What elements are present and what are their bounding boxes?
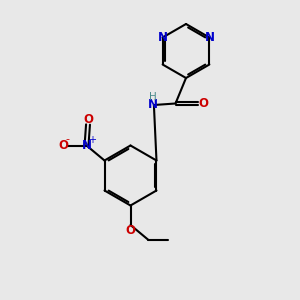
Text: +: + xyxy=(88,135,96,145)
Text: O: O xyxy=(58,139,68,152)
Text: O: O xyxy=(198,97,208,110)
Text: O: O xyxy=(125,224,136,237)
Text: N: N xyxy=(82,139,92,152)
Text: O: O xyxy=(83,112,93,126)
Text: H: H xyxy=(148,92,156,102)
Text: N: N xyxy=(204,31,214,44)
Text: N: N xyxy=(158,31,168,44)
Text: -: - xyxy=(66,134,70,144)
Text: N: N xyxy=(147,98,158,112)
